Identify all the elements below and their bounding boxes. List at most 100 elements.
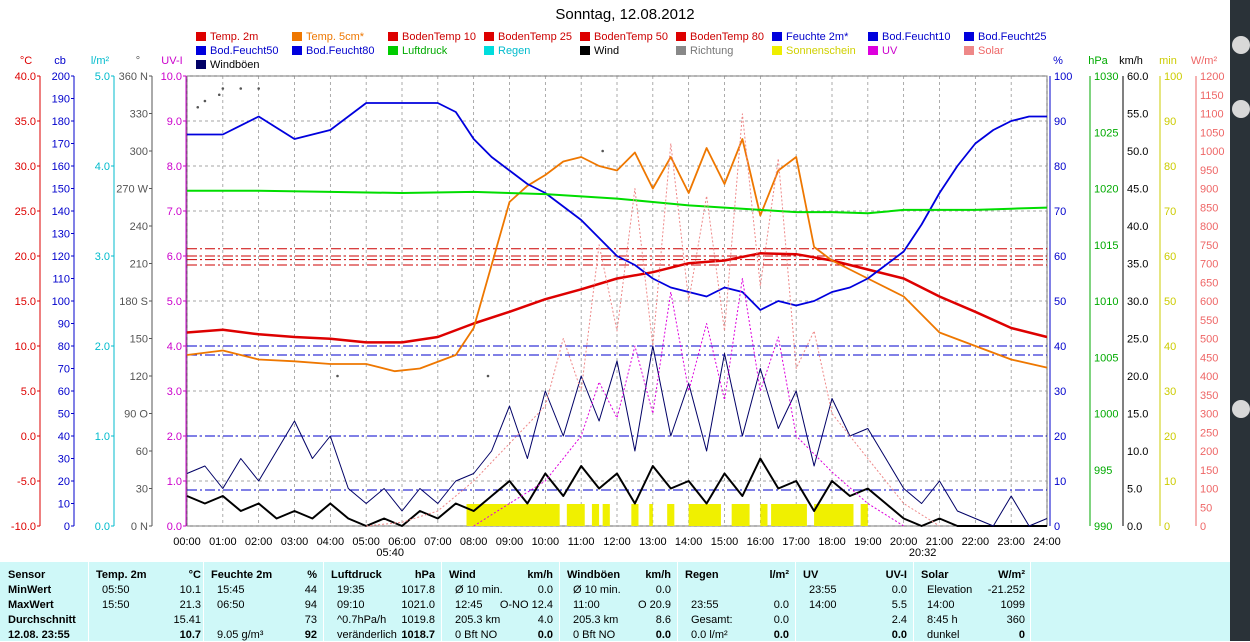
direction-point (239, 87, 243, 90)
axis-tick-rain: 1.0 (95, 431, 110, 443)
legend-swatch (292, 46, 302, 55)
col-hum (203, 562, 324, 641)
table-cell: 0 Bft NO (455, 629, 498, 641)
axis-tick-solar: 550 (1200, 315, 1218, 327)
axis-tick-sun: 60 (1164, 251, 1176, 263)
table-cell: 94 (304, 599, 317, 611)
table-cell: UV (803, 569, 819, 581)
x-tick-label: 05:00 (352, 536, 380, 548)
table-cell: 0 Bft NO (573, 629, 616, 641)
axis-tick-dir: 330 (130, 109, 148, 121)
table-cell: veränderlich (337, 629, 397, 641)
axis-tick-wind: 55.0 (1127, 109, 1148, 121)
axis-tick-solar: 500 (1200, 334, 1218, 346)
axis-tick-wind: 15.0 (1127, 409, 1148, 421)
axis-tick-sun: 10 (1164, 476, 1176, 488)
axis-tick-cb: 130 (52, 229, 70, 241)
x-tick-label: 14:00 (675, 536, 703, 548)
series-line (186, 138, 1048, 373)
table-cell: 0.0 l/m² (691, 629, 728, 641)
x-tick-label: 12:00 (603, 536, 631, 548)
axis-head-hum: % (1053, 55, 1063, 67)
legend-item: Feuchte 2m* (772, 30, 848, 44)
axis-tick-sun: 80 (1164, 161, 1176, 173)
table-cell: 06:50 (217, 599, 245, 611)
table-cell: Regen (685, 569, 719, 581)
axis-tick-cb: 150 (52, 184, 70, 196)
axis-tick-solar: 750 (1200, 240, 1218, 252)
legend-label: Regen (498, 45, 531, 57)
axis-tick-dir: 60 (136, 446, 148, 458)
legend-swatch (868, 46, 878, 55)
table-cell: 1019.8 (401, 614, 435, 626)
table-cell: 11:00 (573, 599, 600, 611)
legend-label: Bod.Feucht25 (978, 31, 1047, 43)
legend-item: Luftdruck (388, 44, 447, 58)
table-cell: 92 (304, 629, 317, 641)
x-tick-label: 11:00 (568, 536, 595, 548)
series-line (186, 345, 1048, 527)
table-cell: 1017.8 (401, 584, 435, 596)
table-cell: Ø 10 min. (455, 584, 503, 596)
sunshine-bar (688, 504, 721, 526)
side-knob-1[interactable] (1232, 36, 1250, 54)
side-knob-2[interactable] (1232, 100, 1250, 118)
legend-item: Bod.Feucht25 (964, 30, 1047, 44)
table-cell: Solar (921, 569, 949, 581)
legend-swatch (484, 32, 494, 41)
axis-head-rain: l/m² (91, 55, 110, 67)
axis-tick-uv: 8.0 (167, 161, 182, 173)
axis-tick-wind: 60.0 (1127, 71, 1148, 83)
axis-tick-press: 1020 (1094, 184, 1118, 196)
axis-tick-dir: 30 (136, 484, 148, 496)
stats-table: Sensor Temp. 2m °C Feuchte 2m% Luftdruck hPa W… (0, 562, 1230, 641)
table-cell: 1099 (1000, 599, 1025, 611)
direction-point (336, 374, 339, 378)
axis-tick-press: 1000 (1094, 409, 1118, 421)
table-cell: 19:35 (337, 584, 365, 596)
legend-label: Solar (978, 45, 1004, 57)
legend-label: BodenTemp 50 (594, 31, 668, 43)
table-cell: ^0.7hPa/h (337, 614, 387, 626)
direction-point (257, 87, 260, 90)
x-tick-label: 00:00 (173, 536, 201, 548)
table-cell: 0.0 (773, 614, 789, 626)
axis-head-press: hPa (1088, 55, 1108, 67)
x-tick-label: 18:00 (818, 536, 846, 548)
table-cell: % (307, 569, 317, 581)
legend-label: Wind (594, 45, 620, 57)
table-cell: Durchschnitt (8, 614, 76, 626)
legend-swatch (196, 60, 206, 69)
legend-swatch (868, 32, 878, 41)
axis-tick-rain: 2.0 (95, 341, 110, 353)
col-gust (559, 562, 678, 641)
axis-tick-dir: 120 (130, 371, 148, 383)
axis-tick-uv: 2.0 (167, 431, 182, 443)
axis-tick-sun: 0 (1164, 521, 1170, 533)
axis-tick-solar: 350 (1200, 390, 1218, 402)
col-solar (913, 562, 1031, 641)
table-cell: 1018.7 (401, 629, 435, 641)
side-knob-3[interactable] (1232, 400, 1250, 418)
legend-swatch (580, 32, 590, 41)
axis-tick-sun: 40 (1164, 341, 1176, 353)
axis-tick-temp: 5.0 (21, 386, 36, 398)
table-cell: 205.3 km (455, 614, 501, 626)
legend-swatch (964, 46, 974, 55)
axis-tick-rain: 3.0 (95, 251, 110, 263)
legend-label: UV (882, 45, 898, 57)
axis-tick-cb: 180 (52, 116, 70, 128)
series-line (186, 457, 1047, 527)
axis-tick-press: 995 (1094, 465, 1112, 477)
axis-tick-cb: 80 (58, 341, 70, 353)
table-cell: O-NO 12.4 (499, 599, 553, 611)
sunrise-label: 05:40 (376, 547, 404, 559)
x-tick-label: 15:00 (711, 536, 739, 548)
axis-tick-dir: 270 W (116, 184, 148, 196)
legend-label: Feuchte 2m* (786, 31, 849, 43)
axis-tick-uv: 0.0 (167, 521, 182, 533)
axis-tick-temp: 25.0 (15, 206, 36, 218)
x-tick-label: 13:00 (639, 536, 667, 548)
x-tick-label: 17:00 (782, 536, 810, 548)
axis-tick-temp: 20.0 (15, 251, 36, 263)
